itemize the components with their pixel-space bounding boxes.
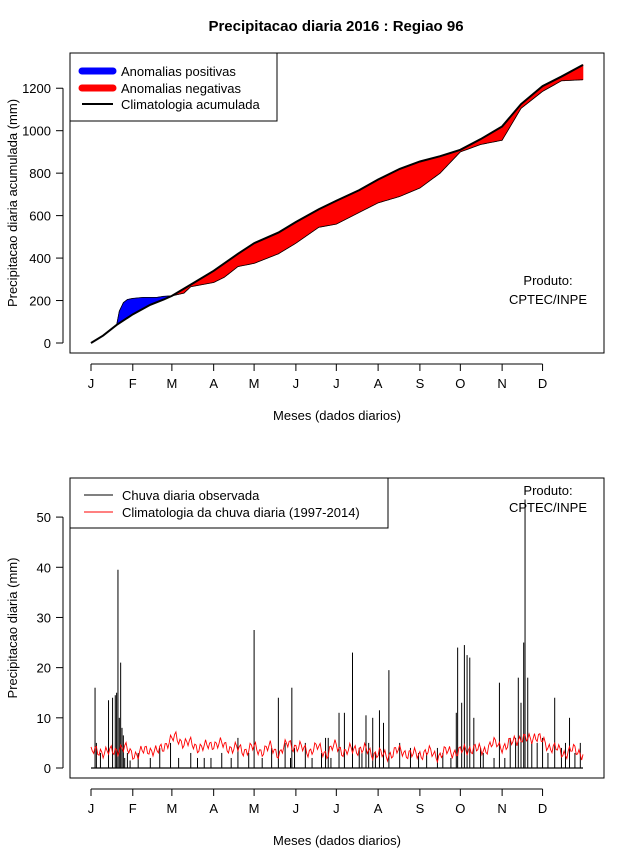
x-axis-label: Meses (dados diarios) bbox=[273, 408, 401, 423]
chart-title: Precipitacao diaria 2016 : Regiao 96 bbox=[208, 18, 463, 35]
x-tick-label: J bbox=[333, 801, 340, 816]
cumulative-lines bbox=[90, 63, 584, 344]
y-tick-label: 50 bbox=[37, 510, 51, 525]
product-label: Produto: bbox=[523, 273, 572, 288]
x-tick-label: M bbox=[166, 376, 177, 391]
x-tick-label: A bbox=[374, 801, 383, 816]
climatology-line-group bbox=[90, 730, 584, 764]
y-tick-label: 1000 bbox=[22, 124, 51, 139]
y-tick-label: 600 bbox=[29, 209, 51, 224]
x-tick-label: D bbox=[538, 801, 547, 816]
x-tick-label: O bbox=[455, 801, 465, 816]
x-tick-label: M bbox=[249, 801, 260, 816]
x-axis-label: Meses (dados diarios) bbox=[273, 833, 401, 848]
legend-label-climatology: Climatologia acumulada bbox=[121, 97, 261, 112]
legend-label-observed: Chuva diaria observada bbox=[122, 488, 260, 503]
x-tick-label: F bbox=[129, 376, 137, 391]
legend-box bbox=[69, 477, 389, 529]
y-tick-label: 10 bbox=[37, 711, 51, 726]
x-tick-label: A bbox=[209, 376, 218, 391]
x-tick-label: O bbox=[455, 376, 465, 391]
climatology-cumulative-line bbox=[90, 63, 584, 344]
y-axis: 0 10 20 30 40 50 bbox=[37, 510, 64, 776]
y-tick-label: 0 bbox=[44, 336, 51, 351]
legend-label-negative: Anomalias negativas bbox=[121, 81, 241, 96]
y-tick-label: 0 bbox=[44, 761, 51, 776]
plot-frame bbox=[69, 52, 605, 354]
y-tick-label: 200 bbox=[29, 294, 51, 309]
y-axis-label: Precipitacao diaria acumulada (mm) bbox=[5, 99, 20, 307]
product-source: CPTEC/INPE bbox=[509, 500, 587, 515]
x-tick-label: D bbox=[538, 376, 547, 391]
climatology-daily-line bbox=[90, 730, 584, 764]
legend-label-climatology: Climatologia da chuva diaria (1997-2014) bbox=[122, 505, 360, 520]
y-tick-label: 1200 bbox=[22, 81, 51, 96]
y-tick-label: 400 bbox=[29, 251, 51, 266]
y-axis: 0 200 400 600 800 1000 1200 bbox=[22, 81, 64, 351]
y-tick-label: 30 bbox=[37, 610, 51, 625]
y-tick-label: 40 bbox=[37, 560, 51, 575]
x-tick-label: A bbox=[374, 376, 383, 391]
cumulative-precipitation-chart: Precipitacao diaria 2016 : Regiao 96 0 20… bbox=[5, 18, 605, 423]
daily-rain-bars bbox=[91, 499, 583, 769]
x-tick-label: N bbox=[497, 376, 506, 391]
x-tick-label: J bbox=[293, 376, 300, 391]
x-tick-label: M bbox=[166, 801, 177, 816]
y-tick-label: 20 bbox=[37, 661, 51, 676]
product-label: Produto: bbox=[523, 483, 572, 498]
daily-precipitation-chart: 0 10 20 30 40 50 J F M A M J J A S O N D Meses (dados di… bbox=[5, 477, 605, 848]
x-tick-label: F bbox=[129, 801, 137, 816]
x-tick-label: A bbox=[209, 801, 218, 816]
x-tick-label: S bbox=[416, 801, 425, 816]
x-tick-label: N bbox=[497, 801, 506, 816]
legend: Chuva diaria observada Climatologia da c… bbox=[69, 477, 389, 529]
y-axis-label: Precipitacao diaria (mm) bbox=[5, 558, 20, 699]
x-tick-label: J bbox=[88, 376, 95, 391]
x-tick-label: S bbox=[416, 376, 425, 391]
x-tick-label: J bbox=[293, 801, 300, 816]
y-tick-label: 800 bbox=[29, 166, 51, 181]
product-source: CPTEC/INPE bbox=[509, 292, 587, 307]
x-tick-label: J bbox=[333, 376, 340, 391]
x-tick-label: J bbox=[88, 801, 95, 816]
legend: Anomalias positivas Anomalias negativas … bbox=[69, 52, 278, 122]
legend-label-positive: Anomalias positivas bbox=[121, 64, 236, 79]
x-tick-label: M bbox=[249, 376, 260, 391]
